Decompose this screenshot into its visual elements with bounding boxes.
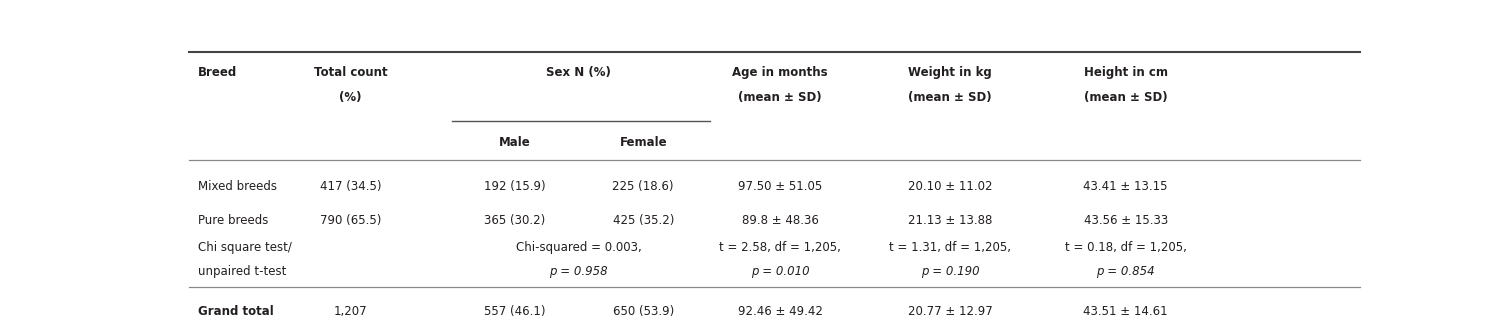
Text: 92.46 ± 49.42: 92.46 ± 49.42 (737, 305, 822, 318)
Text: 417 (34.5): 417 (34.5) (320, 180, 381, 193)
Text: 21.13 ± 13.88: 21.13 ± 13.88 (908, 214, 993, 226)
Text: Female: Female (620, 137, 666, 149)
Text: t = 0.18, df = 1,205,: t = 0.18, df = 1,205, (1065, 240, 1186, 254)
Text: unpaired t-test: unpaired t-test (198, 265, 287, 278)
Text: (mean ± SD): (mean ± SD) (1083, 92, 1168, 105)
Text: Height in cm: Height in cm (1083, 66, 1168, 79)
Text: Weight in kg: Weight in kg (908, 66, 991, 79)
Text: 1,207: 1,207 (334, 305, 367, 318)
Text: 365 (30.2): 365 (30.2) (484, 214, 545, 226)
Text: 20.77 ± 12.97: 20.77 ± 12.97 (908, 305, 993, 318)
Text: 192 (15.9): 192 (15.9) (484, 180, 545, 193)
Text: Sex N (%): Sex N (%) (547, 66, 612, 79)
Text: (mean ± SD): (mean ± SD) (908, 92, 991, 105)
Text: p = 0.854: p = 0.854 (1097, 265, 1154, 278)
Text: 89.8 ± 48.36: 89.8 ± 48.36 (742, 214, 819, 226)
Text: Mixed breeds: Mixed breeds (198, 180, 277, 193)
Text: 43.56 ± 15.33: 43.56 ± 15.33 (1083, 214, 1168, 226)
Text: (mean ± SD): (mean ± SD) (739, 92, 822, 105)
Text: t = 1.31, df = 1,205,: t = 1.31, df = 1,205, (888, 240, 1011, 254)
Text: Chi square test/: Chi square test/ (198, 240, 292, 254)
Text: Pure breeds: Pure breeds (198, 214, 269, 226)
Text: 225 (18.6): 225 (18.6) (612, 180, 674, 193)
Text: 43.51 ± 14.61: 43.51 ± 14.61 (1083, 305, 1168, 318)
Text: 650 (53.9): 650 (53.9) (612, 305, 674, 318)
Text: Chi-squared = 0.003,: Chi-squared = 0.003, (515, 240, 642, 254)
Text: 97.50 ± 51.05: 97.50 ± 51.05 (737, 180, 822, 193)
Text: Male: Male (499, 137, 530, 149)
Text: Age in months: Age in months (733, 66, 828, 79)
Text: t = 2.58, df = 1,205,: t = 2.58, df = 1,205, (719, 240, 842, 254)
Text: Breed: Breed (198, 66, 237, 79)
Text: Grand total: Grand total (198, 305, 273, 318)
Text: (%): (%) (340, 92, 361, 105)
Text: 790 (65.5): 790 (65.5) (320, 214, 381, 226)
Text: p = 0.958: p = 0.958 (550, 265, 607, 278)
Text: 557 (46.1): 557 (46.1) (484, 305, 545, 318)
Text: p = 0.010: p = 0.010 (751, 265, 810, 278)
Text: 43.41 ± 13.15: 43.41 ± 13.15 (1083, 180, 1168, 193)
Text: 20.10 ± 11.02: 20.10 ± 11.02 (908, 180, 993, 193)
Text: p = 0.190: p = 0.190 (920, 265, 979, 278)
Text: Total count: Total count (314, 66, 387, 79)
Text: 425 (35.2): 425 (35.2) (612, 214, 674, 226)
